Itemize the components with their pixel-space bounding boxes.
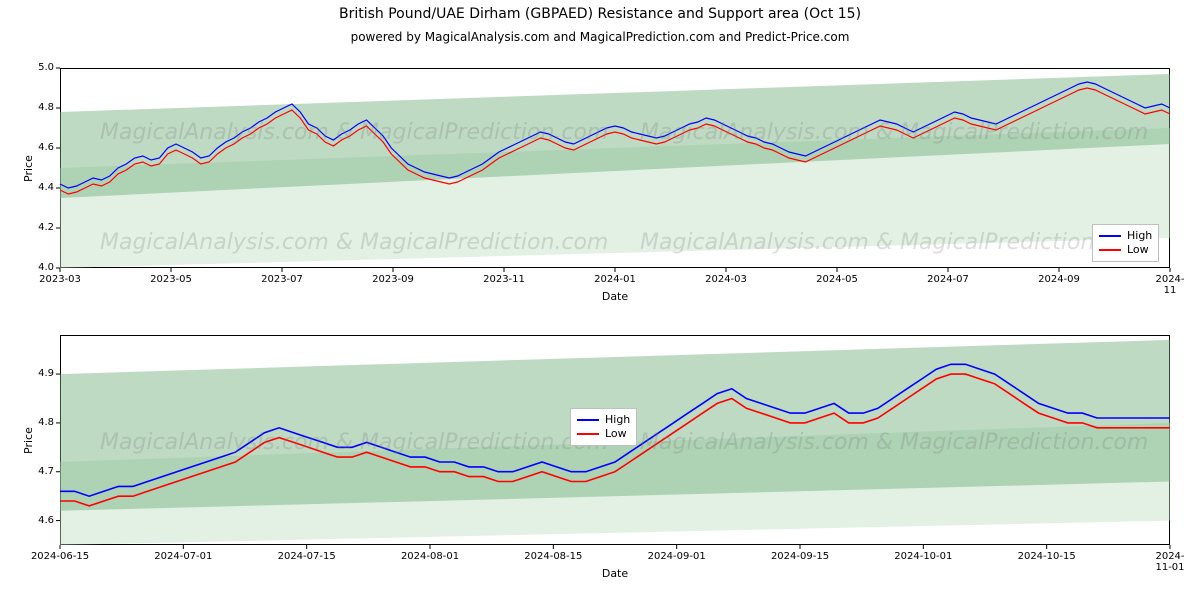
legend-row: High (1099, 229, 1152, 243)
chart-bottom-ylabel: Price (22, 427, 35, 454)
legend-label: High (605, 413, 630, 427)
legend-row: Low (577, 427, 630, 441)
legend-row: Low (1099, 243, 1152, 257)
legend-row: High (577, 413, 630, 427)
xtick-label: 2024-08-01 (401, 551, 459, 562)
legend-swatch (577, 433, 599, 435)
legend-label: Low (1127, 243, 1149, 257)
ytick-label: 4.7 (14, 466, 54, 477)
xtick-label: 2024-07-01 (154, 551, 212, 562)
legend-swatch (1099, 249, 1121, 251)
xtick-label: 2024-08-15 (524, 551, 582, 562)
legend-label: Low (605, 427, 627, 441)
legend-swatch (1099, 235, 1121, 237)
chart-bottom-svg (0, 0, 1200, 600)
xtick-label: 2024-09-15 (771, 551, 829, 562)
xtick-label: 2024-07-15 (278, 551, 336, 562)
chart-bottom-xlabel: Date (60, 567, 1170, 580)
ytick-label: 4.6 (14, 515, 54, 526)
legend-top: HighLow (1092, 224, 1159, 262)
legend-label: High (1127, 229, 1152, 243)
page-root: British Pound/UAE Dirham (GBPAED) Resist… (0, 0, 1200, 600)
xtick-label: 2024-10-01 (894, 551, 952, 562)
xtick-label: 2024-09-01 (648, 551, 706, 562)
xtick-label: 2024-10-15 (1018, 551, 1076, 562)
xtick-label: 2024-06-15 (31, 551, 89, 562)
legend-bottom: HighLow (570, 408, 637, 446)
legend-swatch (577, 419, 599, 421)
ytick-label: 4.9 (14, 368, 54, 379)
